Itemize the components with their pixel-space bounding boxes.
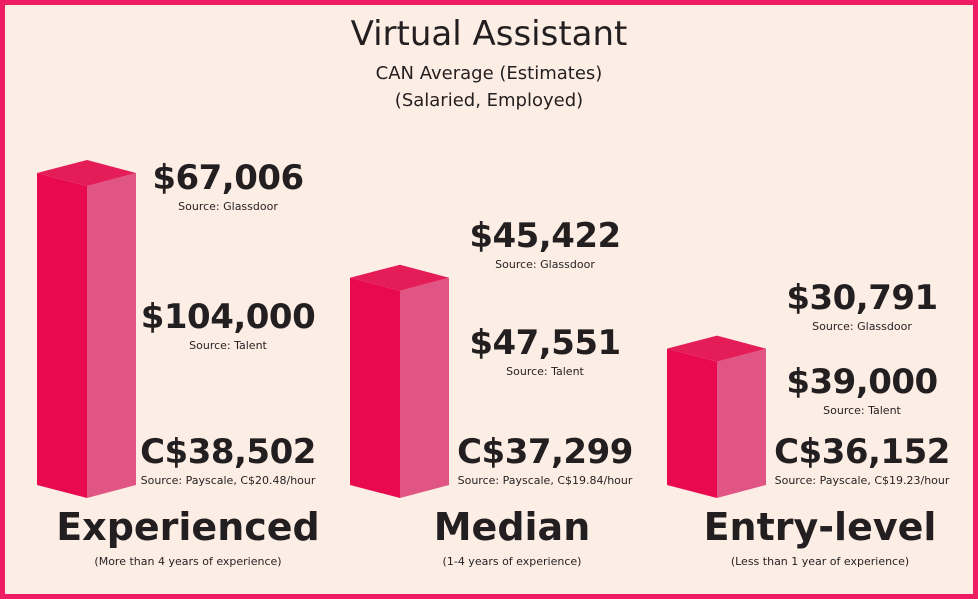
value-label: $39,000 (786, 362, 938, 402)
bar-experienced-top (37, 160, 136, 186)
bar-median-front (350, 277, 400, 498)
category-label: Entry-level (703, 505, 937, 549)
value-label: $45,422 (469, 216, 621, 256)
value-label: $67,006 (152, 158, 304, 198)
category-label: Median (433, 505, 591, 549)
category-note: (More than 4 years of experience) (94, 555, 282, 568)
value-label: C$37,299 (457, 432, 633, 472)
value-label: C$36,152 (774, 432, 950, 472)
source-label: Source: Glassdoor (495, 258, 595, 271)
bar-median-side (400, 277, 449, 498)
source-label: Source: Talent (506, 365, 584, 378)
bar-median-top (350, 264, 449, 291)
chart-title: Virtual Assistant (350, 14, 628, 54)
bar-experienced-side (87, 173, 136, 498)
source-label: Source: Glassdoor (178, 200, 278, 213)
source-label: Source: Talent (823, 404, 901, 417)
category-label: Experienced (56, 505, 320, 549)
value-label: C$38,502 (140, 432, 316, 472)
chart-subtitle-2: (Salaried, Employed) (394, 90, 584, 111)
source-label: Source: Talent (189, 339, 267, 352)
value-label: $104,000 (140, 297, 316, 337)
bar-entry-level-side (717, 348, 766, 498)
source-label: Source: Payscale, C$19.84/hour (457, 474, 633, 487)
chart-frame (5, 5, 973, 594)
value-label: $47,551 (469, 323, 621, 363)
source-label: Source: Payscale, C$19.23/hour (774, 474, 950, 487)
bar-entry-level-top (667, 335, 766, 362)
bar-experienced-front (37, 173, 87, 498)
value-label: $30,791 (786, 278, 938, 318)
category-note: (Less than 1 year of experience) (730, 555, 910, 568)
source-label: Source: Payscale, C$20.48/hour (140, 474, 316, 487)
bar-entry-level-front (667, 348, 717, 498)
source-label: Source: Glassdoor (812, 320, 912, 333)
category-note: (1-4 years of experience) (442, 555, 582, 568)
chart-subtitle: CAN Average (Estimates) (375, 63, 603, 84)
